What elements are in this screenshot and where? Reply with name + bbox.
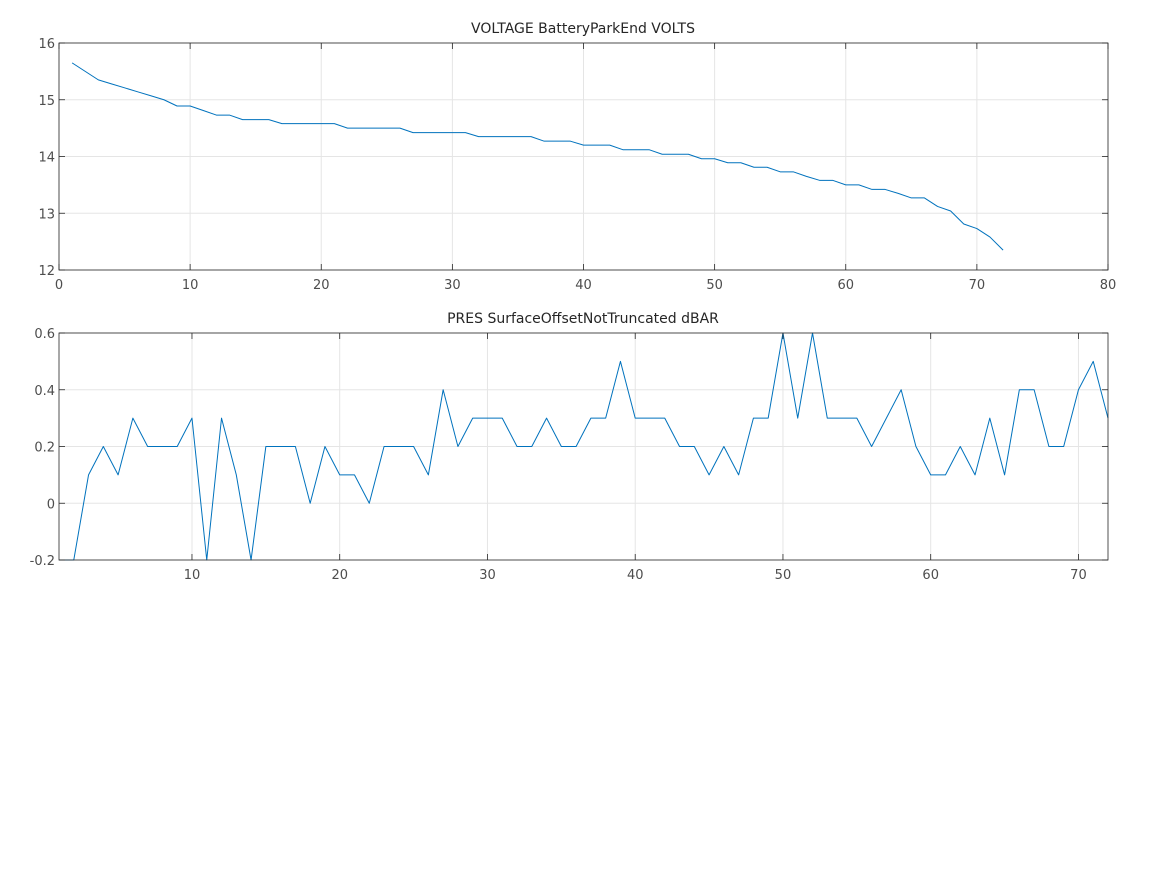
pressure-chart: PRES SurfaceOffsetNotTruncated dBAR 10 20… [30, 311, 1109, 583]
pressure-series-line [59, 332, 1109, 561]
pressure-y-tick-label: 0.2 [34, 441, 55, 456]
pressure-x-tick-label: 20 [331, 568, 348, 583]
voltage-y-tick-label: 13 [38, 207, 55, 222]
pressure-x-tick-label: 40 [627, 568, 644, 583]
pressure-y-tick-label: -0.2 [30, 554, 55, 569]
voltage-x-tick-label: 60 [837, 278, 854, 293]
voltage-x-tick-label: 10 [182, 278, 199, 293]
pressure-x-tick-label: 10 [184, 568, 201, 583]
pressure-x-tick-label: 70 [1070, 568, 1087, 583]
voltage-x-tick-label: 70 [969, 278, 986, 293]
voltage-x-tick-label: 30 [444, 278, 461, 293]
pressure-y-tick-label: 0.6 [34, 327, 55, 342]
pressure-chart-title: PRES SurfaceOffsetNotTruncated dBAR [447, 311, 719, 327]
pressure-y-tick-label: 0 [47, 497, 55, 512]
voltage-x-tick-label: 0 [55, 278, 63, 293]
voltage-x-tick-label: 20 [313, 278, 330, 293]
voltage-y-tick-label: 14 [38, 151, 55, 166]
voltage-chart: VOLTAGE BatteryParkEnd VOLTS 0 10 20 30 40 50… [38, 21, 1116, 293]
voltage-y-tick-label: 16 [38, 37, 55, 52]
pressure-x-tick-label: 50 [775, 568, 792, 583]
pressure-y-tick-label: 0.4 [34, 384, 55, 399]
pressure-x-tick-label: 60 [922, 568, 939, 583]
voltage-x-tick-label: 80 [1100, 278, 1117, 293]
voltage-y-tick-label: 12 [38, 264, 55, 279]
voltage-x-tick-label: 50 [706, 278, 723, 293]
voltage-x-tick-label: 40 [575, 278, 592, 293]
pressure-x-tick-label: 30 [479, 568, 496, 583]
voltage-chart-title: VOLTAGE BatteryParkEnd VOLTS [471, 21, 695, 37]
voltage-y-tick-label: 15 [38, 94, 55, 109]
voltage-series-line [71, 62, 1004, 251]
